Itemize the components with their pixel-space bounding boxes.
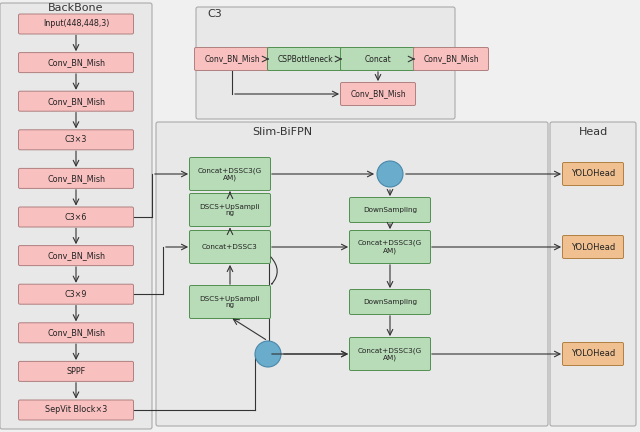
Text: Conv_BN_Mish: Conv_BN_Mish — [350, 89, 406, 98]
Text: C3: C3 — [207, 9, 222, 19]
Text: DSCS+UpSampli
ng: DSCS+UpSampli ng — [200, 203, 260, 216]
Text: Concat: Concat — [365, 54, 392, 64]
FancyBboxPatch shape — [349, 337, 431, 371]
Text: Concat+DSSC3: Concat+DSSC3 — [202, 244, 258, 250]
FancyBboxPatch shape — [413, 48, 488, 70]
Circle shape — [255, 341, 281, 367]
FancyBboxPatch shape — [563, 162, 623, 185]
FancyBboxPatch shape — [340, 48, 415, 70]
Text: Conv_BN_Mish: Conv_BN_Mish — [47, 174, 105, 183]
Text: Conv_BN_Mish: Conv_BN_Mish — [47, 97, 105, 106]
Text: SepVit Block×3: SepVit Block×3 — [45, 406, 107, 414]
Text: Conv_BN_Mish: Conv_BN_Mish — [423, 54, 479, 64]
Text: Conv_BN_Mish: Conv_BN_Mish — [204, 54, 260, 64]
FancyBboxPatch shape — [268, 48, 342, 70]
FancyBboxPatch shape — [563, 343, 623, 365]
Text: C3×6: C3×6 — [65, 213, 87, 222]
Text: SPPF: SPPF — [67, 367, 86, 376]
Text: YOLOHead: YOLOHead — [571, 242, 615, 251]
Text: Slim-BiFPN: Slim-BiFPN — [252, 127, 312, 137]
FancyBboxPatch shape — [19, 168, 134, 188]
Text: Input(448,448,3): Input(448,448,3) — [43, 19, 109, 29]
FancyBboxPatch shape — [550, 122, 636, 426]
Text: BackBone: BackBone — [48, 3, 104, 13]
FancyBboxPatch shape — [340, 83, 415, 105]
FancyBboxPatch shape — [19, 400, 134, 420]
FancyBboxPatch shape — [195, 48, 269, 70]
FancyBboxPatch shape — [189, 231, 271, 264]
Text: C3×3: C3×3 — [65, 135, 87, 144]
FancyBboxPatch shape — [189, 194, 271, 226]
Circle shape — [377, 161, 403, 187]
FancyBboxPatch shape — [19, 14, 134, 34]
FancyBboxPatch shape — [0, 3, 152, 429]
Text: Conv_BN_Mish: Conv_BN_Mish — [47, 251, 105, 260]
FancyBboxPatch shape — [189, 158, 271, 191]
Text: DownSampling: DownSampling — [363, 299, 417, 305]
Text: DSCS+UpSampli
ng: DSCS+UpSampli ng — [200, 295, 260, 308]
FancyBboxPatch shape — [189, 286, 271, 318]
Text: YOLOHead: YOLOHead — [571, 169, 615, 178]
Text: Concat+DSSC3(G
AM): Concat+DSSC3(G AM) — [358, 240, 422, 254]
FancyBboxPatch shape — [349, 231, 431, 264]
Text: Head: Head — [579, 127, 607, 137]
Text: C3×9: C3×9 — [65, 290, 87, 299]
Text: Concat+DSSC3(G
AM): Concat+DSSC3(G AM) — [358, 347, 422, 361]
Text: YOLOHead: YOLOHead — [571, 349, 615, 359]
Text: Conv_BN_Mish: Conv_BN_Mish — [47, 328, 105, 337]
Text: DownSampling: DownSampling — [363, 207, 417, 213]
FancyBboxPatch shape — [349, 289, 431, 314]
FancyBboxPatch shape — [19, 323, 134, 343]
Text: Concat+DSSC3(G
AM): Concat+DSSC3(G AM) — [198, 167, 262, 181]
FancyBboxPatch shape — [156, 122, 548, 426]
Text: Conv_BN_Mish: Conv_BN_Mish — [47, 58, 105, 67]
FancyBboxPatch shape — [349, 197, 431, 222]
FancyBboxPatch shape — [19, 246, 134, 266]
Text: CSPBottleneck: CSPBottleneck — [277, 54, 333, 64]
FancyBboxPatch shape — [19, 53, 134, 73]
FancyBboxPatch shape — [563, 235, 623, 258]
FancyBboxPatch shape — [19, 362, 134, 381]
FancyBboxPatch shape — [196, 7, 455, 119]
FancyArrowPatch shape — [271, 257, 277, 284]
FancyBboxPatch shape — [19, 207, 134, 227]
FancyBboxPatch shape — [19, 284, 134, 304]
FancyBboxPatch shape — [19, 91, 134, 111]
FancyBboxPatch shape — [19, 130, 134, 150]
